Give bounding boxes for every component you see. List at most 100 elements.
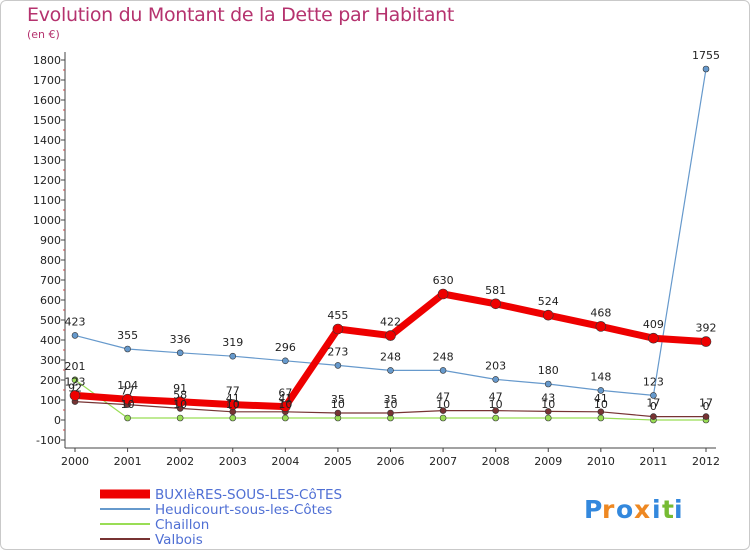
data-label: 423 (65, 315, 86, 328)
data-label: 0 (703, 400, 710, 413)
data-label: 455 (327, 309, 348, 322)
data-point (490, 298, 501, 310)
data-point (492, 414, 499, 422)
data-label: 17 (646, 397, 660, 410)
logo-letter: P (584, 495, 602, 524)
data-point (229, 352, 237, 360)
y-tick-label: 700 (40, 274, 61, 287)
legend-label: Chaillon (155, 517, 209, 533)
y-tick-label: 300 (40, 354, 61, 367)
data-point (69, 390, 81, 401)
x-axis-ticks: 2000 2001 2002 2003 2004 2005 2006 2007 2008 2009… (61, 448, 720, 468)
data-point (544, 380, 552, 388)
x-tick-label: 2007 (429, 455, 457, 468)
y-tick-label: 800 (40, 254, 61, 267)
data-label: 67 (278, 387, 292, 400)
data-point (597, 387, 605, 394)
logo-letter: r (602, 495, 615, 524)
data-point (176, 349, 184, 357)
y-tick-label: 100 (40, 394, 61, 407)
data-label: 10 (541, 398, 555, 411)
data-label: 180 (538, 364, 559, 377)
x-tick-label: 2012 (692, 455, 720, 468)
data-label: 201 (65, 360, 86, 373)
data-point (544, 414, 552, 422)
data-point (439, 407, 447, 414)
data-label: 35 (384, 393, 398, 406)
data-point (332, 323, 344, 335)
x-tick-label: 2002 (166, 455, 194, 468)
x-tick-label: 2003 (219, 455, 247, 468)
chart-title: Evolution du Montant de la Dette par Hab… (27, 4, 455, 26)
data-point (544, 408, 552, 415)
data-label: 1755 (692, 49, 720, 62)
y-tick-label: 1500 (33, 114, 61, 127)
data-point (648, 332, 659, 344)
y-tick-label: 1000 (33, 214, 61, 227)
data-point (334, 362, 342, 369)
series-lines (69, 65, 712, 424)
data-point (71, 332, 79, 339)
data-point (124, 345, 131, 353)
data-point (385, 330, 396, 341)
data-label: 248 (433, 350, 454, 363)
x-tick-label: 2005 (324, 455, 352, 468)
data-label: 123 (643, 375, 664, 388)
data-label: 422 (380, 316, 401, 329)
data-label: 355 (117, 329, 138, 342)
data-label: 248 (380, 350, 401, 363)
x-tick-label: 2008 (482, 455, 510, 468)
data-point (282, 357, 289, 365)
data-point (176, 414, 184, 422)
y-tick-label: 1300 (33, 154, 61, 167)
data-label: 409 (643, 318, 664, 331)
x-tick-label: 2010 (587, 455, 615, 468)
y-tick-label: 1600 (33, 94, 61, 107)
x-tick-label: 2001 (114, 455, 142, 468)
logo-letter: x (634, 495, 650, 524)
data-label: 77 (121, 385, 135, 398)
data-point (439, 367, 447, 374)
data-label: 0 (650, 400, 657, 413)
data-point (597, 414, 605, 422)
data-label: 203 (485, 359, 506, 372)
data-label: 10 (384, 398, 398, 411)
data-point (542, 309, 554, 321)
logo-letter: o (616, 495, 633, 524)
data-point (387, 367, 394, 374)
data-point (439, 414, 447, 422)
data-label: 319 (222, 336, 243, 349)
data-label: 41 (594, 392, 608, 405)
logo-letter: t (662, 495, 674, 524)
data-label: 630 (433, 274, 454, 287)
data-label: 581 (485, 284, 506, 297)
x-tick-label: 2011 (639, 455, 667, 468)
data-point (492, 376, 499, 383)
data-label: 296 (275, 341, 296, 354)
data-label: 10 (489, 398, 503, 411)
data-point (122, 393, 133, 405)
data-point (437, 288, 449, 300)
y-tick-label: 500 (40, 314, 61, 327)
series-line-1 (74, 68, 707, 396)
logo-letter: i (674, 495, 683, 524)
chart-unit-label: (en €) (27, 28, 60, 41)
legend-label: BUXIèRES-SOUS-LES-CôTES (155, 487, 342, 503)
data-label: 17 (699, 397, 713, 410)
data-label: 10 (173, 398, 187, 411)
data-label: 41 (226, 392, 240, 405)
data-label: 10 (226, 398, 240, 411)
legend-label: Valbois (155, 532, 203, 548)
data-label: 58 (173, 388, 187, 401)
data-point (282, 414, 289, 422)
y-tick-label: 0 (54, 414, 61, 427)
data-point (280, 401, 291, 412)
logo-letter: i (652, 495, 661, 524)
data-label: 104 (117, 379, 138, 392)
data-point (492, 407, 499, 414)
data-point (702, 65, 710, 73)
data-label: 10 (331, 398, 345, 411)
data-labels: 123 104 91 77 67 455 422 630 581 524 468 409 392 423 3… (65, 49, 721, 413)
